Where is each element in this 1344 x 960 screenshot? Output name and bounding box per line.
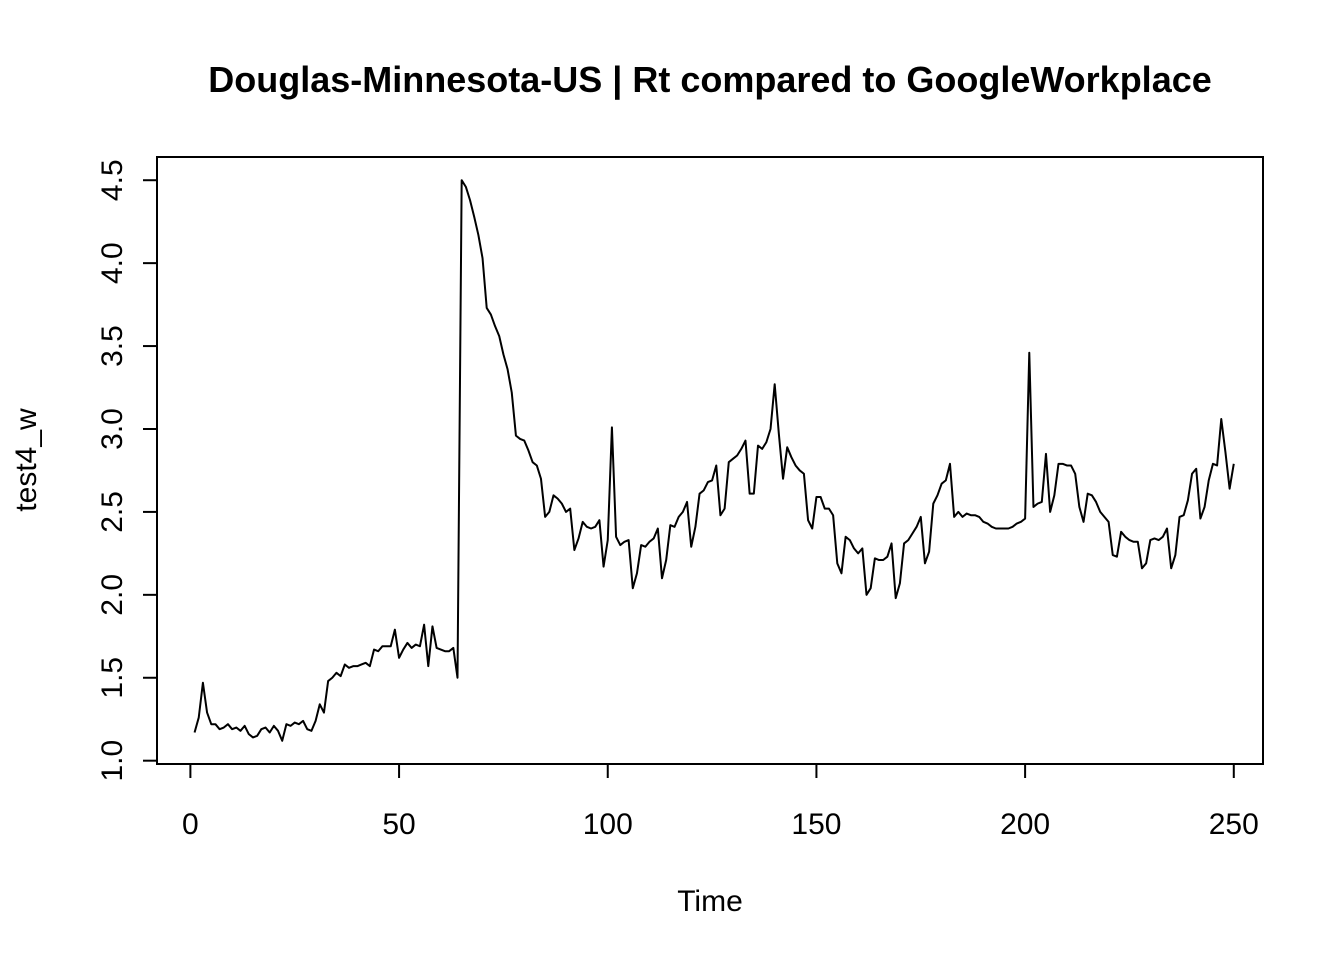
x-tick-label: 0 — [182, 808, 199, 841]
x-tick-label: 150 — [791, 808, 841, 841]
plot-area — [193, 179, 1235, 742]
x-axis: 0 50 100 150 200 250 — [182, 763, 1259, 841]
x-axis-label: Time — [677, 885, 743, 918]
chart-title: Douglas-Minnesota-US | Rt compared to Go… — [208, 59, 1212, 101]
y-tick-label: 3.0 — [96, 408, 129, 450]
y-tick-label: 4.5 — [96, 159, 129, 201]
series-line — [193, 179, 1235, 742]
y-tick-label: 1.5 — [96, 657, 129, 699]
y-tick-label: 3.5 — [96, 325, 129, 367]
y-tick-label: 1.0 — [96, 740, 129, 782]
y-axis-label: test4_w — [10, 408, 43, 512]
y-tick-label: 2.5 — [96, 491, 129, 533]
x-tick-label: 100 — [583, 808, 633, 841]
y-axis: 1.0 1.5 2.0 2.5 3.0 3.5 4.0 4.5 — [96, 159, 158, 782]
plot-frame — [156, 156, 1264, 765]
x-tick-label: 50 — [382, 808, 415, 841]
y-tick-label: 4.0 — [96, 242, 129, 284]
x-tick-label: 200 — [1000, 808, 1050, 841]
x-tick-label: 250 — [1209, 808, 1259, 841]
y-tick-label: 2.0 — [96, 574, 129, 616]
